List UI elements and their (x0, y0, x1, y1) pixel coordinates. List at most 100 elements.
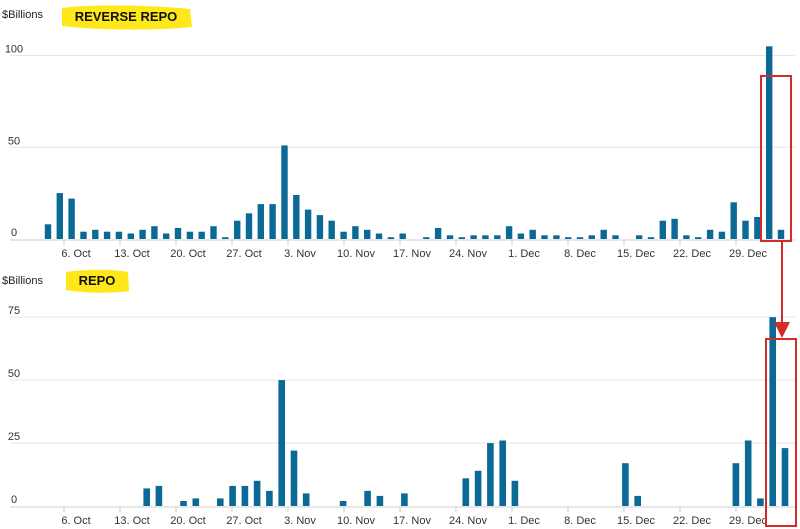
bar (612, 235, 619, 239)
repo-highlight-box (765, 338, 797, 527)
bar (266, 490, 273, 506)
bar (155, 485, 163, 506)
bar (302, 493, 310, 506)
bar (304, 209, 312, 239)
bar (68, 198, 75, 239)
bar (553, 235, 560, 239)
x-tick-label: 13. Oct (114, 248, 149, 260)
bar (494, 235, 501, 239)
x-tick-label: 17. Nov (393, 515, 431, 527)
bar (565, 237, 572, 239)
x-tick-label: 8. Dec (564, 515, 596, 527)
bar (180, 501, 187, 506)
bar (706, 229, 714, 239)
repo-chart: $Billions REPO 6. Oct 13. Oct 20. Oct 27. O… (2, 269, 795, 527)
reverse-repo-unit-label: $Billions (2, 9, 43, 21)
bar (281, 145, 288, 239)
bar (634, 495, 641, 506)
bar (474, 470, 482, 506)
x-tick-label: 24. Nov (449, 515, 487, 527)
x-tick-label: 10. Nov (337, 248, 375, 260)
bar (777, 229, 785, 239)
bar (163, 233, 170, 239)
bar (462, 478, 470, 506)
x-tick-label: 13. Oct (114, 515, 149, 527)
repo-title: REPO (79, 273, 116, 288)
bar (186, 231, 194, 239)
bar (127, 233, 134, 239)
bar (622, 463, 629, 506)
bar (511, 480, 519, 506)
bar (742, 220, 749, 239)
y-tick-label: 100 (5, 44, 23, 56)
bar (576, 237, 584, 239)
y-tick-label: 0 (11, 494, 17, 506)
bar (257, 204, 264, 239)
bar (278, 380, 285, 506)
bar (56, 193, 63, 239)
bar (174, 228, 182, 239)
bar (718, 231, 726, 239)
y-tick-label: 25 (8, 431, 20, 443)
bar (769, 317, 776, 506)
bar (352, 226, 359, 239)
bar (290, 450, 298, 506)
bar (517, 233, 525, 239)
reverse-repo-title: REVERSE REPO (75, 9, 178, 24)
bar (446, 235, 454, 239)
bar (229, 485, 236, 506)
bar (487, 443, 494, 506)
x-tick-label: 1. Dec (508, 248, 540, 260)
bar (434, 228, 442, 239)
x-tick-label: 22. Dec (673, 248, 711, 260)
bar (364, 229, 371, 239)
bar (192, 498, 200, 506)
bar (364, 490, 371, 506)
bar (293, 195, 300, 239)
repo-title-marker (66, 269, 129, 293)
bar (151, 226, 158, 239)
bar (328, 220, 335, 239)
bar (458, 237, 465, 239)
bar (198, 231, 205, 239)
bar (376, 495, 384, 506)
y-tick-label: 50 (8, 368, 20, 380)
bar (316, 215, 324, 239)
bar (103, 231, 111, 239)
x-tick-label: 10. Nov (337, 515, 375, 527)
bar (222, 237, 229, 239)
bar (470, 235, 477, 239)
bar (482, 235, 489, 239)
bar (210, 226, 217, 239)
bar (139, 229, 146, 239)
bar (245, 213, 253, 239)
x-tick-label: 22. Dec (673, 515, 711, 527)
x-tick-label: 6. Oct (61, 515, 90, 527)
y-tick-label: 0 (11, 227, 17, 239)
x-tick-label: 29. Dec (729, 515, 767, 527)
bar (529, 229, 536, 239)
bar (423, 237, 430, 239)
bar (253, 480, 261, 506)
x-tick-label: 3. Nov (284, 515, 316, 527)
bar (635, 235, 643, 239)
bar (499, 440, 506, 506)
bar (647, 237, 655, 239)
bar (143, 488, 150, 506)
bar (730, 202, 737, 239)
x-tick-label: 15. Dec (617, 248, 655, 260)
x-tick-label: 6. Oct (61, 248, 90, 260)
bar (115, 231, 123, 239)
bar (339, 501, 347, 506)
reverse-repo-chart: $Billions REVERSE REPO 6. Oct 13. Oct 20. … (2, 5, 795, 260)
bar (683, 235, 690, 239)
repo-unit-label: $Billions (2, 275, 43, 287)
bar (541, 235, 548, 239)
bar (757, 498, 764, 506)
bar (732, 463, 740, 506)
x-tick-label: 24. Nov (449, 248, 487, 260)
bar (241, 485, 249, 506)
bar (505, 226, 513, 239)
bar (44, 224, 52, 239)
